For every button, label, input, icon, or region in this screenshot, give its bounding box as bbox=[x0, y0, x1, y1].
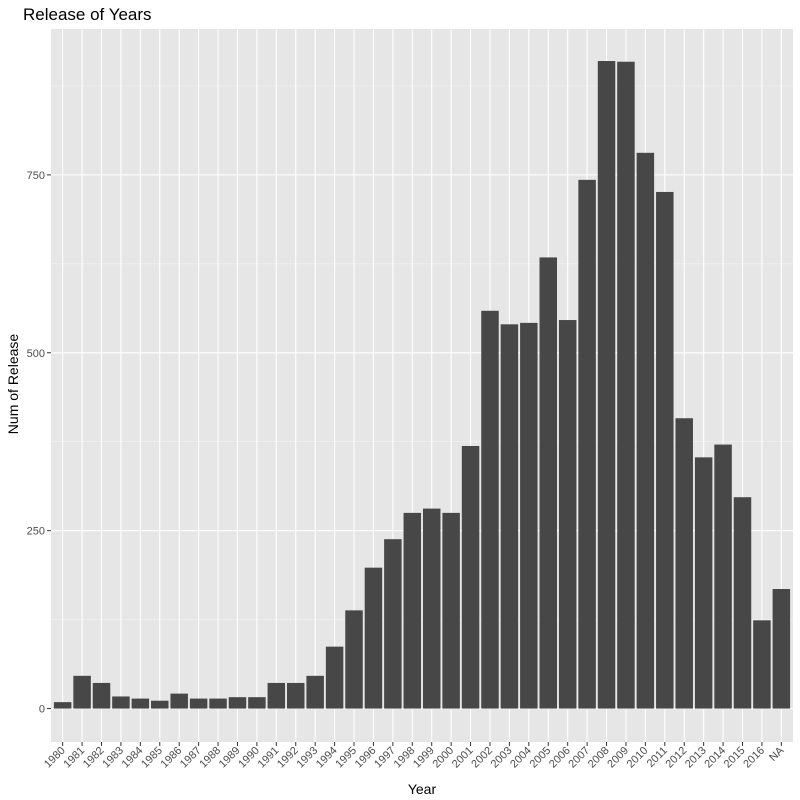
bar-2015 bbox=[733, 497, 752, 709]
x-tick-label: 1991 bbox=[256, 745, 282, 771]
bar-2008 bbox=[597, 61, 616, 709]
y-tick-label: 0 bbox=[39, 704, 45, 716]
x-tick-label: 1989 bbox=[217, 745, 243, 771]
bar-1986 bbox=[170, 693, 188, 709]
x-tick-label: 1986 bbox=[159, 745, 185, 771]
bar-2010 bbox=[636, 152, 655, 709]
bar-1985 bbox=[151, 700, 169, 709]
bar-2014 bbox=[714, 444, 732, 709]
bar-1989 bbox=[228, 697, 247, 709]
bar-2013 bbox=[694, 457, 713, 709]
x-tick-label: 1988 bbox=[197, 745, 223, 771]
bar-2002 bbox=[481, 310, 499, 709]
x-tick-label: NA bbox=[767, 744, 787, 764]
bar-1984 bbox=[131, 698, 150, 709]
bar-1996 bbox=[364, 567, 383, 709]
bar-2016 bbox=[753, 620, 771, 709]
x-tick-label: 1980 bbox=[42, 745, 68, 771]
x-tick-label: 2000 bbox=[430, 745, 456, 771]
x-tick-label: 1999 bbox=[411, 745, 437, 771]
x-tick-label: 2014 bbox=[702, 745, 728, 771]
bar-2012 bbox=[675, 418, 693, 709]
bar-1988 bbox=[209, 698, 227, 709]
bar-1999 bbox=[422, 508, 441, 709]
x-tick-label: 2015 bbox=[722, 745, 748, 771]
y-tick-label: 500 bbox=[27, 348, 45, 360]
x-tick-label: 2012 bbox=[664, 745, 690, 771]
bar-2003 bbox=[500, 324, 519, 709]
bar-1980 bbox=[53, 702, 72, 709]
bar-1987 bbox=[189, 698, 208, 709]
bar-1983 bbox=[112, 696, 130, 709]
x-tick-label: 1981 bbox=[61, 745, 87, 771]
x-tick-label: 1993 bbox=[294, 745, 320, 771]
bar-1991 bbox=[267, 682, 286, 709]
x-tick-label: 2002 bbox=[469, 745, 495, 771]
bar-1993 bbox=[306, 675, 324, 709]
x-tick-label: 2010 bbox=[625, 745, 651, 771]
x-tick-label: 2006 bbox=[547, 745, 573, 771]
x-tick-label: 2001 bbox=[450, 745, 476, 771]
y-tick-label: 750 bbox=[27, 170, 45, 182]
bar-1997 bbox=[384, 539, 402, 709]
bar-1994 bbox=[325, 646, 344, 709]
bar-1992 bbox=[287, 682, 305, 709]
x-tick-label: 1990 bbox=[236, 745, 262, 771]
bar-2009 bbox=[617, 61, 635, 709]
x-tick-label: 1998 bbox=[392, 745, 418, 771]
x-tick-label: 2016 bbox=[741, 745, 767, 771]
x-tick-label: 1985 bbox=[139, 745, 165, 771]
bar-1998 bbox=[403, 512, 422, 709]
bar-2011 bbox=[656, 191, 674, 709]
x-tick-label: 2011 bbox=[645, 745, 670, 770]
bar-2001 bbox=[461, 445, 480, 709]
bar-NA bbox=[772, 589, 791, 709]
bar-1981 bbox=[73, 675, 91, 709]
x-tick-label: 2008 bbox=[586, 745, 612, 771]
bar-2004 bbox=[520, 322, 538, 709]
y-axis-title: Num of Release bbox=[5, 334, 21, 435]
x-tick-label: 2005 bbox=[528, 745, 554, 771]
x-tick-label: 1982 bbox=[81, 745, 107, 771]
x-tick-label: 1996 bbox=[353, 745, 379, 771]
x-tick-label: 2004 bbox=[508, 745, 534, 771]
x-tick-label: 1994 bbox=[314, 745, 340, 771]
x-axis-title: Year bbox=[408, 781, 437, 797]
x-tick-label: 2003 bbox=[489, 745, 515, 771]
x-tick-label: 2007 bbox=[566, 745, 592, 771]
x-tick-label: 2009 bbox=[605, 745, 631, 771]
bar-1990 bbox=[248, 697, 266, 709]
bar-2007 bbox=[578, 179, 596, 709]
bar-1995 bbox=[345, 610, 363, 709]
bar-2006 bbox=[558, 320, 577, 709]
x-tick-label: 1992 bbox=[275, 745, 301, 771]
x-tick-label: 1997 bbox=[372, 745, 398, 771]
y-tick-label: 250 bbox=[27, 526, 45, 538]
x-tick-label: 1984 bbox=[120, 745, 146, 771]
x-tick-label: 1983 bbox=[100, 745, 126, 771]
x-tick-label: 2013 bbox=[683, 745, 709, 771]
chart-title: Release of Years bbox=[23, 5, 152, 24]
bar-2005 bbox=[539, 257, 557, 709]
x-tick-label: 1987 bbox=[178, 745, 204, 771]
bars bbox=[53, 61, 791, 709]
x-tick-label: 1995 bbox=[333, 745, 359, 771]
bar-2000 bbox=[442, 512, 460, 709]
bar-1982 bbox=[92, 682, 111, 709]
